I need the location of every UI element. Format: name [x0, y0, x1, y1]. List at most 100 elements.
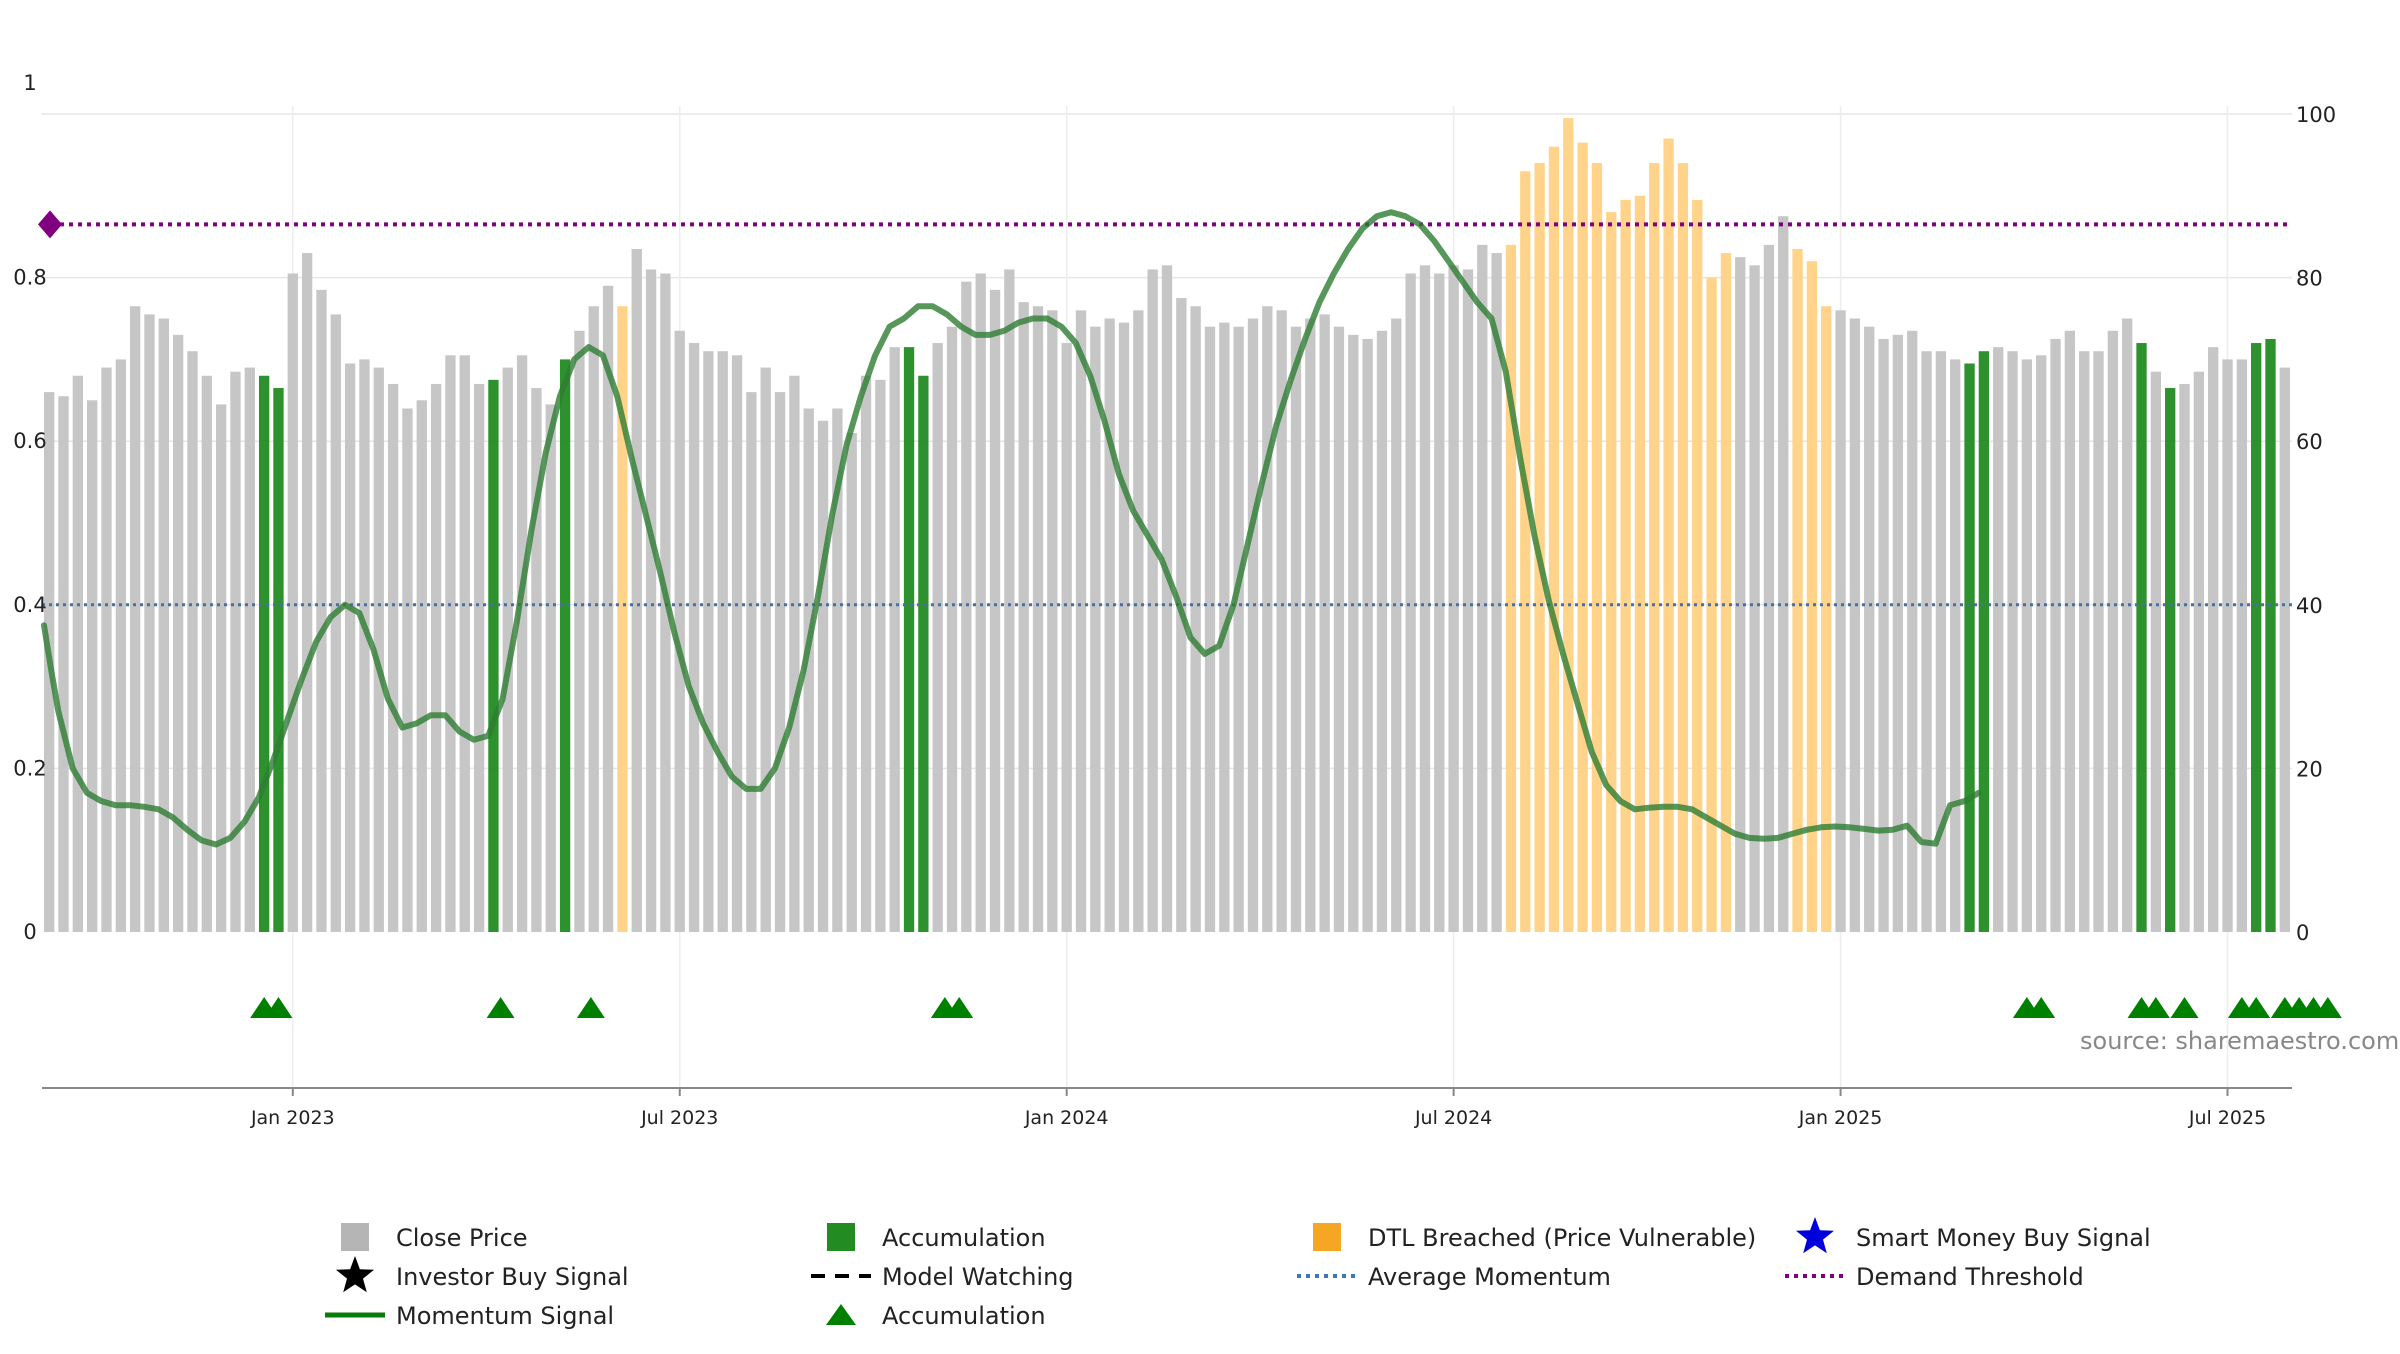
- close-price-bar: [1104, 318, 1115, 932]
- close-price-bar: [1290, 326, 1302, 932]
- close-price-bar: [889, 347, 900, 932]
- legend-item: Average Momentum: [1297, 1263, 1611, 1291]
- close-price-bar: [1391, 318, 1402, 932]
- close-price-bar: [1161, 265, 1173, 933]
- close-price-bar: [731, 355, 743, 932]
- close-price-bar: [1319, 314, 1330, 932]
- accumulation-bar: [903, 347, 915, 932]
- legend: Close Price Accumulation DTL Breached (Pri…: [325, 1217, 2151, 1330]
- accumulation-triangle: [264, 997, 293, 1018]
- close-price-bar: [688, 343, 700, 932]
- close-price-bar: [1892, 334, 1904, 932]
- dtl-breached-bar: [1677, 163, 1689, 932]
- close-price-bar: [1018, 302, 1029, 932]
- close-price-bar: [1032, 306, 1044, 933]
- close-price-bar: [430, 383, 442, 932]
- grey-square-icon: [341, 1223, 369, 1251]
- close-price-bar: [359, 359, 370, 932]
- x-axis-tick-label: Jul 2025: [2188, 1107, 2266, 1129]
- close-price-bar: [1491, 253, 1502, 932]
- close-price-bar: [387, 383, 399, 932]
- momentum-series: [41, 209, 1982, 848]
- right-axis-tick-label: 100: [2296, 103, 2336, 127]
- green-square-icon: [827, 1223, 855, 1251]
- close-price-bar: [330, 314, 341, 932]
- close-price-bar: [1090, 326, 1101, 932]
- close-price-bar: [287, 273, 298, 932]
- legend-item: Demand Threshold: [1785, 1263, 2084, 1291]
- dtl-breached-bar: [1806, 261, 1818, 932]
- right-axis-tick-label: 60: [2296, 430, 2323, 454]
- close-price-bar: [129, 306, 141, 933]
- close-price-bar: [832, 408, 843, 933]
- close-price-bar: [1262, 306, 1273, 933]
- close-price-bar: [2150, 371, 2162, 932]
- close-price-bar: [1333, 326, 1345, 932]
- close-price-bar: [1190, 306, 1201, 933]
- close-price-bar: [1993, 347, 2004, 932]
- close-price-bar: [717, 351, 728, 933]
- x-axis-tick-label: Jan 2024: [1024, 1107, 1109, 1129]
- close-price-bar: [230, 371, 241, 932]
- close-price-bar: [1362, 338, 1373, 932]
- close-price-bar: [1477, 244, 1488, 932]
- close-price-bar: [1778, 216, 1789, 932]
- close-price-bar: [1462, 269, 1474, 932]
- close-price-bar: [344, 363, 356, 932]
- dtl-breached-bar: [1505, 244, 1517, 932]
- close-price-bar: [2093, 351, 2104, 933]
- accumulation-triangle: [576, 997, 605, 1018]
- black-star-icon: [336, 1256, 374, 1293]
- dtl-breached-bar: [1720, 253, 1732, 932]
- close-price-bar: [774, 392, 786, 932]
- accumulation-triangle: [2242, 997, 2271, 1018]
- close-price-bar: [1118, 322, 1130, 933]
- price-bars: [44, 118, 2290, 933]
- close-price-bar: [1950, 359, 1961, 932]
- accumulation-bar: [2251, 343, 2262, 932]
- close-price-bar: [989, 289, 1001, 932]
- close-price-bar: [187, 351, 198, 933]
- close-price-bar: [703, 351, 714, 933]
- legend-label: Model Watching: [882, 1263, 1074, 1291]
- close-price-bar: [2208, 347, 2219, 932]
- legend-label: Demand Threshold: [1856, 1263, 2084, 1291]
- close-price-bar: [402, 408, 413, 933]
- close-price-bar: [2064, 330, 2076, 932]
- dtl-breached-bar: [1577, 142, 1588, 932]
- close-price-bar: [473, 383, 485, 932]
- left-axis-tick-label: 0.6: [13, 429, 46, 453]
- blue-star-icon: [1796, 1217, 1834, 1254]
- close-price-bar: [2222, 359, 2233, 932]
- dtl-breached-bar: [1692, 199, 1703, 932]
- close-price-bar: [2179, 383, 2190, 932]
- close-price-bar: [158, 318, 169, 932]
- close-price-bar: [2021, 359, 2033, 932]
- close-price-bar: [1233, 326, 1244, 932]
- accumulation-markers: [250, 997, 2342, 1018]
- accumulation-bar: [2136, 343, 2147, 932]
- accumulation-bar: [918, 375, 929, 932]
- close-price-bar: [2107, 330, 2119, 932]
- close-price-bar: [789, 375, 800, 932]
- legend-label: DTL Breached (Price Vulnerable): [1368, 1224, 1756, 1252]
- close-price-bar: [645, 269, 657, 932]
- accumulation-triangle: [2313, 997, 2342, 1018]
- close-price-bar: [817, 420, 829, 932]
- close-price-bar: [1849, 318, 1861, 932]
- close-price-bar: [932, 343, 943, 932]
- accumulation-triangle: [2170, 997, 2199, 1018]
- x-axis-tick-label: Jan 2023: [250, 1107, 335, 1129]
- axes: 0 0.2 0.4 0.6 0.8 1 0 20 40 60 80 100 Jan 2023 Jul 20…: [13, 71, 2336, 1129]
- source-label: source: sharemaestro.com: [2080, 1027, 2399, 1055]
- x-axis-tick-label: Jan 2025: [1798, 1107, 1883, 1129]
- legend-item: Momentum Signal: [325, 1302, 614, 1330]
- close-price-bar: [1047, 310, 1058, 932]
- close-price-bar: [2079, 351, 2090, 933]
- close-price-bar: [1749, 265, 1760, 933]
- dtl-breached-bar: [1821, 306, 1832, 933]
- close-price-bar: [201, 375, 212, 932]
- close-price-bar: [1419, 265, 1431, 933]
- close-price-bar: [588, 306, 599, 933]
